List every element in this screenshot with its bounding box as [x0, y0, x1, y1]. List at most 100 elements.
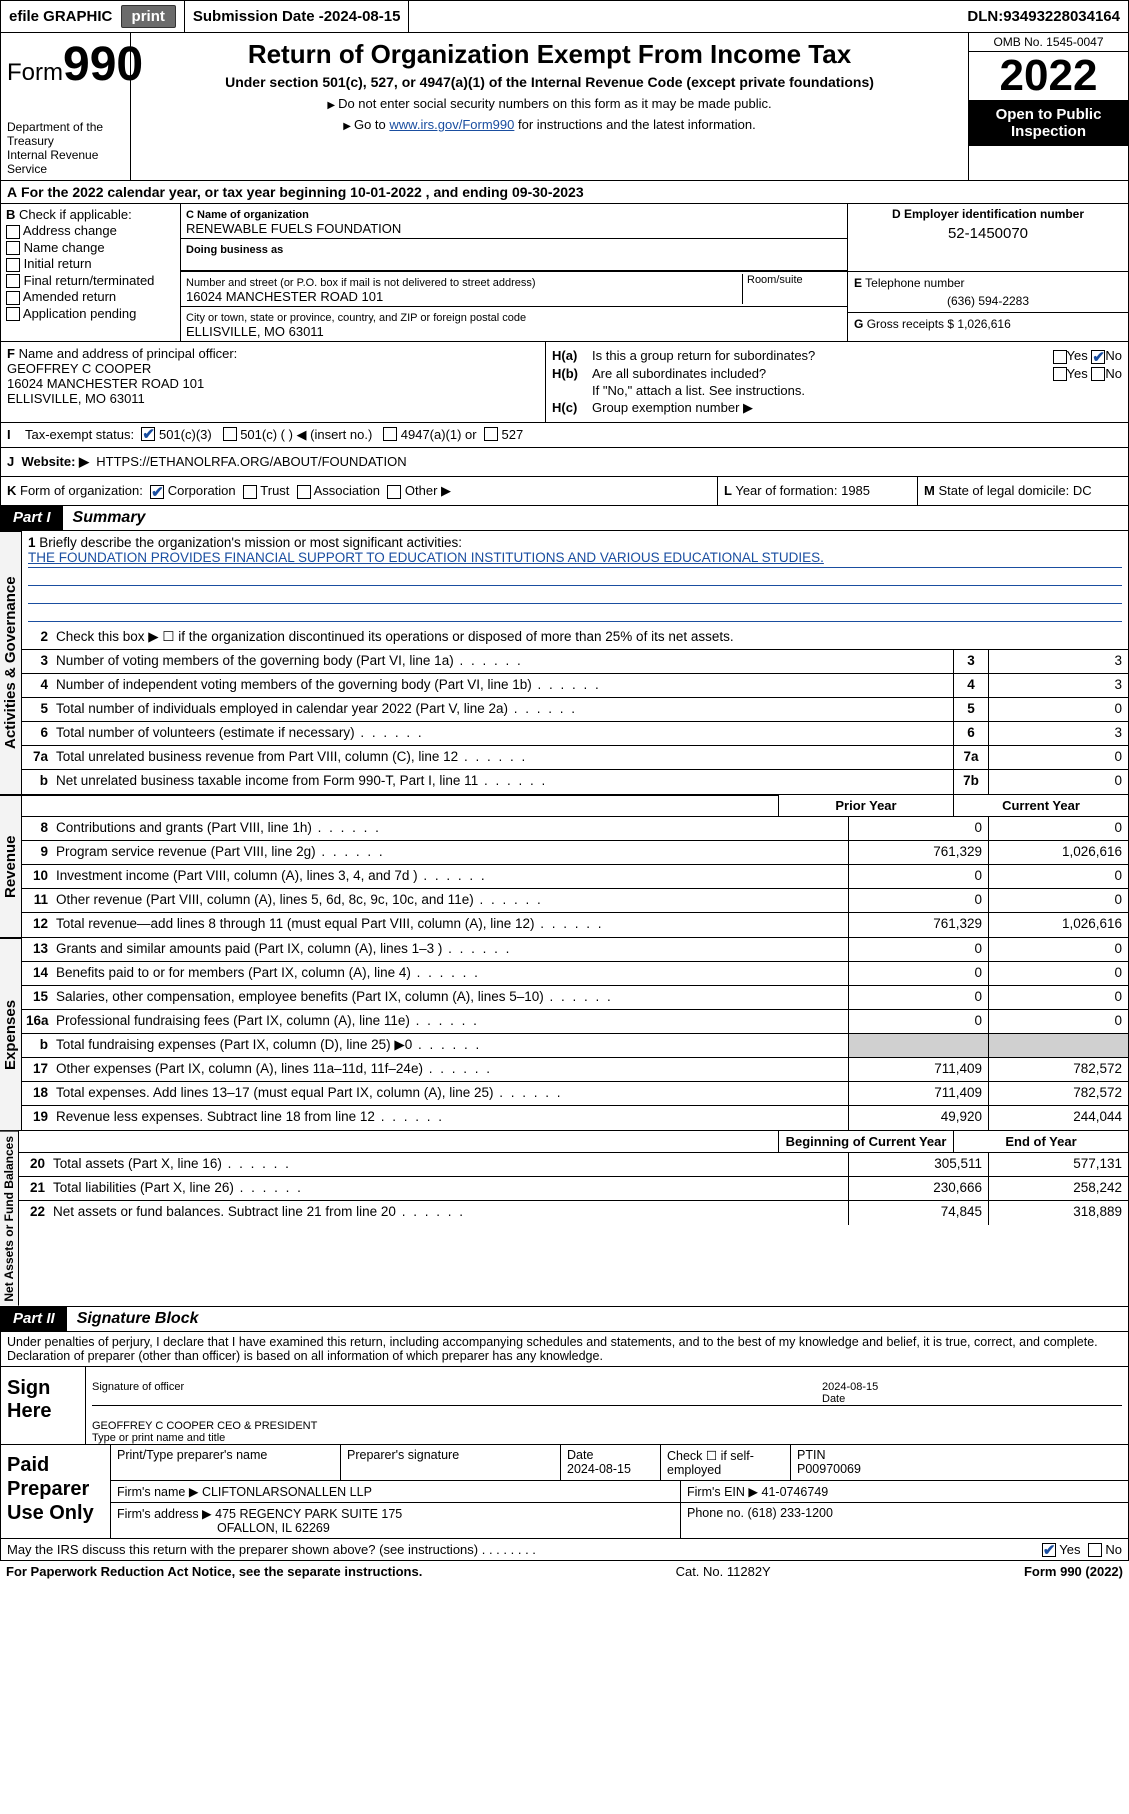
firm-addr1: 475 REGENCY PARK SUITE 175 — [215, 1507, 402, 1521]
fin-row: 9Program service revenue (Part VIII, lin… — [22, 841, 1128, 865]
form-ref: Form 990 (2022) — [1024, 1564, 1123, 1579]
website-url: HTTPS://ETHANOLRFA.ORG/ABOUT/FOUNDATION — [96, 454, 406, 469]
vtab-governance: Activities & Governance — [0, 531, 22, 794]
gross-label: Gross receipts $ — [867, 317, 958, 331]
sig-date: 2024-08-15 — [822, 1381, 878, 1393]
fin-row: 18Total expenses. Add lines 13–17 (must … — [22, 1082, 1128, 1106]
line2-text: Check this box ▶ ☐ if the organization d… — [52, 626, 1128, 649]
chk-corp[interactable] — [150, 485, 164, 499]
tax-year: 2022 — [969, 52, 1128, 100]
preparer-date: 2024-08-15 — [567, 1462, 631, 1476]
website-line: J Website: ▶ HTTPS://ETHANOLRFA.ORG/ABOU… — [0, 448, 1129, 477]
fin-row: 16aProfessional fundraising fees (Part I… — [22, 1010, 1128, 1034]
gov-row: 5Total number of individuals employed in… — [22, 698, 1128, 722]
addr-label: Number and street (or P.O. box if mail i… — [186, 277, 536, 289]
ha-no[interactable] — [1091, 350, 1105, 364]
self-employed-chk[interactable]: Check ☐ if self-employed — [661, 1445, 791, 1480]
discuss-yes[interactable] — [1042, 1543, 1056, 1557]
paid-preparer-label: Paid Preparer Use Only — [1, 1445, 111, 1538]
part1-header: Part I Summary — [0, 506, 1129, 531]
domicile-label: State of legal domicile: — [938, 483, 1072, 498]
hc-text: Group exemption number ▶ — [592, 400, 1122, 416]
tax-exempt-line: I Tax-exempt status: 501(c)(3) 501(c) ( … — [0, 423, 1129, 448]
gov-row: 6Total number of volunteers (estimate if… — [22, 722, 1128, 746]
irs-link[interactable]: www.irs.gov/Form990 — [389, 117, 514, 132]
fin-row: 8Contributions and grants (Part VIII, li… — [22, 817, 1128, 841]
form-org-line: K Form of organization: Corporation Trus… — [0, 477, 1129, 506]
chk-assoc[interactable] — [297, 485, 311, 499]
hc-label: H(c) — [552, 400, 592, 416]
chk-527[interactable] — [484, 427, 498, 441]
ha-text: Is this a group return for subordinates? — [592, 348, 1002, 364]
chk-address-change[interactable]: Address change — [6, 223, 175, 239]
year-formation-label: Year of formation: — [735, 483, 841, 498]
gov-row: 4Number of independent voting members of… — [22, 674, 1128, 698]
discuss-line: May the IRS discuss this return with the… — [0, 1539, 1129, 1562]
domicile: DC — [1073, 483, 1092, 498]
efile-label: efile GRAPHIC print — [1, 1, 185, 32]
chk-4947[interactable] — [383, 427, 397, 441]
irs-label: Internal Revenue Service — [7, 148, 124, 176]
fin-row: 22Net assets or fund balances. Subtract … — [19, 1201, 1128, 1225]
begin-year-hdr: Beginning of Current Year — [778, 1131, 953, 1152]
ein-value: 52-1450070 — [854, 225, 1122, 242]
hb-text: Are all subordinates included? — [592, 366, 1002, 382]
chk-501c[interactable] — [223, 427, 237, 441]
expenses-block: Expenses 13Grants and similar amounts pa… — [0, 938, 1129, 1131]
website-note: Go to www.irs.gov/Form990 for instructio… — [139, 117, 960, 132]
officer-label: Name and address of principal officer: — [19, 346, 238, 361]
officer-addr2: ELLISVILLE, MO 63011 — [7, 391, 145, 406]
preparer-name-hdr: Print/Type preparer's name — [111, 1445, 341, 1480]
firm-ein: 41-0746749 — [762, 1485, 829, 1499]
discuss-no[interactable] — [1088, 1543, 1102, 1557]
city-label: City or town, state or province, country… — [186, 312, 526, 324]
hb-note: If "No," attach a list. See instructions… — [592, 383, 1122, 398]
fin-row: 20Total assets (Part X, line 16) 305,511… — [19, 1153, 1128, 1177]
chk-initial-return[interactable]: Initial return — [6, 256, 175, 272]
dln: DLN: 93493228034164 — [959, 1, 1128, 32]
ha-yes[interactable] — [1053, 350, 1067, 364]
chk-501c3[interactable] — [141, 427, 155, 441]
chk-name-change[interactable]: Name change — [6, 240, 175, 256]
fin-row: 14Benefits paid to or for members (Part … — [22, 962, 1128, 986]
signature-section: Under penalties of perjury, I declare th… — [0, 1332, 1129, 1445]
identity-section: B Check if applicable: Address change Na… — [0, 204, 1129, 342]
chk-other[interactable] — [387, 485, 401, 499]
end-year-hdr: End of Year — [953, 1131, 1128, 1152]
fin-row: bTotal fundraising expenses (Part IX, co… — [22, 1034, 1128, 1058]
city-state-zip: ELLISVILLE, MO 63011 — [186, 324, 324, 339]
ptin: P00970069 — [797, 1462, 861, 1476]
part2-header: Part II Signature Block — [0, 1307, 1129, 1332]
page-footer: For Paperwork Reduction Act Notice, see … — [0, 1561, 1129, 1582]
chk-final-return[interactable]: Final return/terminated — [6, 273, 175, 289]
firm-phone: (618) 233-1200 — [747, 1506, 832, 1520]
fin-row: 13Grants and similar amounts paid (Part … — [22, 938, 1128, 962]
dba-label: Doing business as — [186, 244, 283, 256]
hb-label: H(b) — [552, 366, 592, 382]
phone-value: (636) 594-2283 — [854, 294, 1122, 308]
chk-app-pending[interactable]: Application pending — [6, 306, 175, 322]
open-public-badge: Open to Public Inspection — [969, 100, 1128, 146]
mission-text: THE FOUNDATION PROVIDES FINANCIAL SUPPOR… — [28, 550, 1122, 568]
sig-officer-label: Signature of officer — [92, 1369, 822, 1405]
part2-tag: Part II — [1, 1307, 67, 1331]
dept-label: Department of the Treasury — [7, 120, 124, 148]
room-label: Room/suite — [742, 274, 842, 304]
fiscal-year-line: A For the 2022 calendar year, or tax yea… — [0, 181, 1129, 204]
top-bar: efile GRAPHIC print Submission Date - 20… — [0, 0, 1129, 33]
print-button[interactable]: print — [121, 5, 176, 28]
hb-yes[interactable] — [1053, 367, 1067, 381]
gross-receipts: 1,026,616 — [957, 317, 1010, 331]
year-formation: 1985 — [841, 483, 870, 498]
chk-amended[interactable]: Amended return — [6, 289, 175, 305]
form-subtitle: Under section 501(c), 527, or 4947(a)(1)… — [139, 74, 960, 90]
gov-row: 7aTotal unrelated business revenue from … — [22, 746, 1128, 770]
ha-label: H(a) — [552, 348, 592, 364]
firm-name: CLIFTONLARSONALLEN LLP — [202, 1485, 372, 1499]
revenue-block: Revenue Prior YearCurrent Year 8Contribu… — [0, 795, 1129, 938]
paid-preparer-section: Paid Preparer Use Only Print/Type prepar… — [0, 1445, 1129, 1539]
gov-row: bNet unrelated business taxable income f… — [22, 770, 1128, 794]
chk-trust[interactable] — [243, 485, 257, 499]
hb-no[interactable] — [1091, 367, 1105, 381]
paperwork-notice: For Paperwork Reduction Act Notice, see … — [6, 1564, 422, 1579]
